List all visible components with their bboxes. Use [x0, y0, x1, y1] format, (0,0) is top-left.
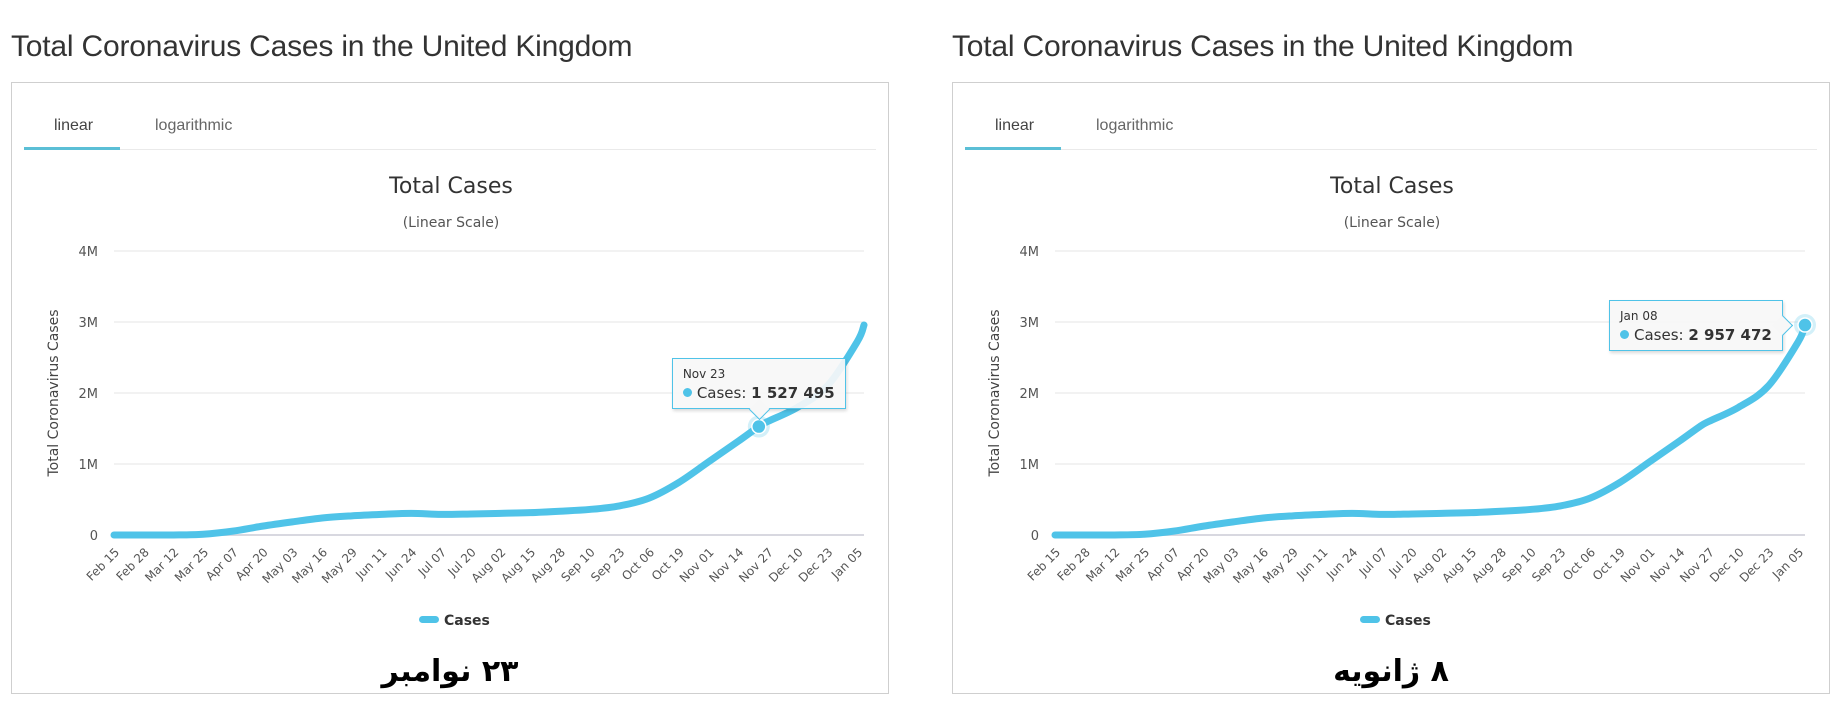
- tooltip-series-label: Cases:: [696, 383, 747, 402]
- x-tick-label: Mar 25: [172, 545, 211, 584]
- x-tick-label: Apr 07: [203, 545, 241, 583]
- scale-tabs: linear logarithmic: [965, 109, 1817, 150]
- y-tick-label: 3M: [1020, 316, 1040, 331]
- highlight-point[interactable]: [1797, 317, 1813, 333]
- x-tick-label: Sep 23: [588, 545, 627, 584]
- x-tick-label: Jul 07: [1356, 545, 1390, 579]
- page-title: Total Coronavirus Cases in the United Ki…: [11, 30, 633, 64]
- chart-subtitle: (Linear Scale): [1344, 215, 1441, 231]
- series-dot-icon: [1620, 329, 1629, 339]
- series-cases: [110, 321, 868, 539]
- tooltip-date: Jan 08: [1620, 308, 1658, 323]
- active-tab-indicator: [965, 147, 1061, 150]
- x-tick-label: Jun 24: [1323, 545, 1360, 582]
- chart-panel: linear logarithmic Total Cases (Linear S…: [11, 82, 889, 694]
- chart-subtitle: (Linear Scale): [403, 215, 500, 231]
- y-tick-labels: 0 1M 2M 3M 4M: [79, 245, 99, 544]
- x-tick-label: Jun 11: [1293, 545, 1330, 582]
- tab-linear[interactable]: linear: [54, 117, 94, 134]
- x-tick-label: Jan 05: [828, 545, 865, 582]
- y-tick-label: 3M: [79, 316, 99, 331]
- tooltip-value: 1 527 495: [751, 383, 835, 402]
- tooltip-date: Nov 23: [682, 366, 726, 381]
- legend-swatch: [419, 616, 439, 623]
- x-tick-label: Apr 07: [1144, 545, 1182, 583]
- series-cases: [1051, 314, 1816, 539]
- scale-tabs: linear logarithmic: [24, 109, 876, 150]
- tab-linear[interactable]: linear: [995, 117, 1035, 134]
- x-tick-label: Jun 24: [382, 545, 419, 582]
- date-caption: ۸ ژانویه: [1333, 654, 1449, 689]
- legend[interactable]: Cases: [419, 613, 490, 629]
- page-title: Total Coronavirus Cases in the United Ki…: [952, 30, 1574, 64]
- y-tick-label: 2M: [1020, 387, 1040, 402]
- x-tick-label: Jun 11: [352, 545, 389, 582]
- series-line: [1051, 321, 1809, 539]
- tooltip-value: 2 957 472: [1688, 325, 1772, 344]
- y-tick-label: 0: [90, 529, 98, 544]
- y-tick-label: 1M: [1020, 458, 1040, 473]
- chart-svg: Total Cases (Linear Scale) Total Coronav…: [987, 174, 1816, 629]
- chart-svg: Total Cases (Linear Scale) Total Coronav…: [46, 174, 868, 629]
- legend[interactable]: Cases: [1360, 613, 1431, 629]
- tab-logarithmic[interactable]: logarithmic: [155, 117, 233, 134]
- x-tick-label: Jan 05: [1769, 545, 1806, 582]
- series-dot-icon: [682, 387, 692, 397]
- y-tick-label: 1M: [79, 458, 99, 473]
- chart-panel: linear logarithmic Total Cases (Linear S…: [952, 82, 1830, 694]
- tooltip-series-label: Cases:: [1634, 325, 1684, 344]
- date-caption: ۲۳ نوامبر: [381, 654, 519, 689]
- chart-title: Total Cases: [388, 174, 513, 199]
- x-tick-label: Jul 07: [415, 545, 449, 579]
- data-tooltip: Jan 08 Cases: 2 957 472: [1609, 299, 1793, 351]
- grid-lines: [1055, 250, 1805, 536]
- y-tick-label: 4M: [79, 245, 99, 260]
- tab-logarithmic[interactable]: logarithmic: [1096, 117, 1174, 134]
- x-tick-label: Oct 06: [1560, 545, 1598, 583]
- x-tick-label: Mar 25: [1113, 545, 1152, 584]
- legend-label: Cases: [1385, 613, 1431, 629]
- active-tab-indicator: [24, 147, 120, 150]
- data-tooltip: Nov 23 Cases: 1 527 495: [671, 357, 846, 420]
- y-axis-title: Total Coronavirus Cases: [987, 309, 1003, 477]
- x-tick-label: Sep 23: [1529, 545, 1568, 584]
- legend-swatch: [1360, 616, 1380, 623]
- highlight-point[interactable]: [751, 418, 767, 435]
- x-tick-label: Oct 06: [619, 545, 657, 583]
- legend-label: Cases: [444, 613, 490, 629]
- y-axis-title: Total Coronavirus Cases: [46, 309, 62, 477]
- y-tick-label: 4M: [1020, 245, 1040, 260]
- y-tick-label: 2M: [79, 387, 99, 402]
- chart-title: Total Cases: [1329, 174, 1454, 199]
- y-tick-label: 0: [1031, 529, 1039, 544]
- y-tick-labels: 0 1M 2M 3M 4M: [1020, 245, 1040, 544]
